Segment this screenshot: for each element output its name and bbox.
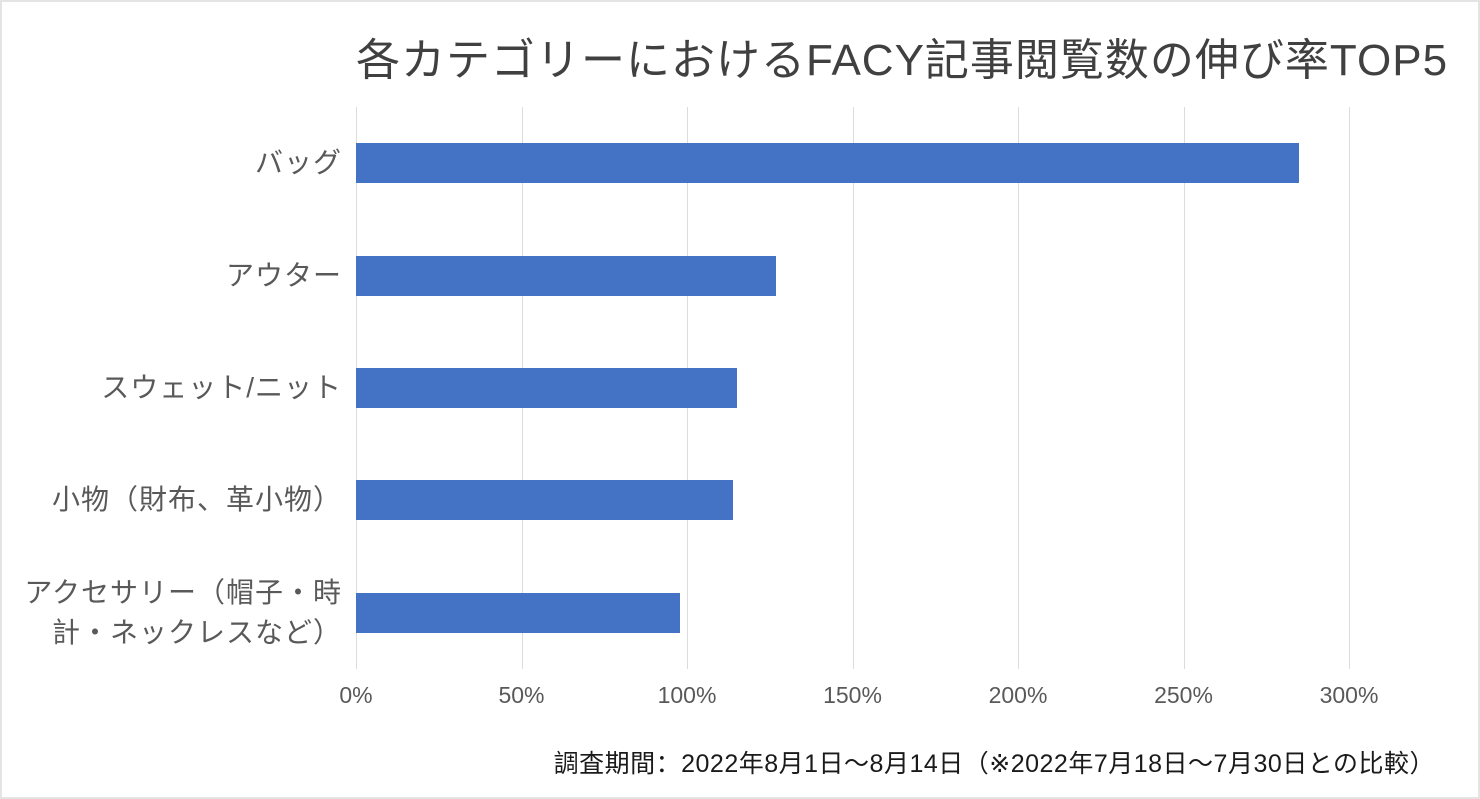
category-label-2: スウェット/ニット [10,332,342,444]
category-label-0: バッグ [10,107,342,219]
category-label-text: 小物（財布、革小物） [51,484,342,516]
x-axis: 0% 50% 100% 150% 200% 250% 300% [339,682,1378,714]
chart-caption: 調査期間：2022年8月1日〜8月14日（※2022年7月18日〜7月30日との… [553,750,1435,778]
gridline [1183,107,1185,669]
bar-2 [356,368,737,408]
category-label-3: 小物（財布、革小物） [10,444,342,556]
x-tick-label-0: 0% [339,682,373,708]
x-tick-label-4: 200% [988,682,1048,708]
bar-0 [356,143,1300,184]
gridline [852,107,854,669]
category-label-text: アクセサリー（帽子・時計・ネックレスなど） [24,576,342,648]
plot-area [356,107,1350,669]
x-tick-label-2: 100% [657,682,717,708]
category-label-text: スウェット/ニット [101,372,342,403]
x-tick-label-5: 250% [1154,682,1213,708]
category-label-1: アウター [10,220,342,332]
category-label-text: バッグ [254,147,342,179]
bar-1 [356,255,777,296]
x-tick-label-1: 50% [498,682,545,708]
x-tick-label-3: 150% [823,682,882,708]
category-label-4: アクセサリー（帽子・時計・ネックレスなど） [10,557,342,669]
gridline [1349,107,1350,669]
x-tick-label-6: 300% [1319,682,1379,708]
chart-title: 各カテゴリーにおけるFACY記事閲覧数の伸び率TOP5 [356,36,1449,85]
bar-4 [356,592,681,633]
gridline [1018,107,1019,669]
category-label-text: アウター [225,259,342,291]
bar-3 [356,480,734,521]
